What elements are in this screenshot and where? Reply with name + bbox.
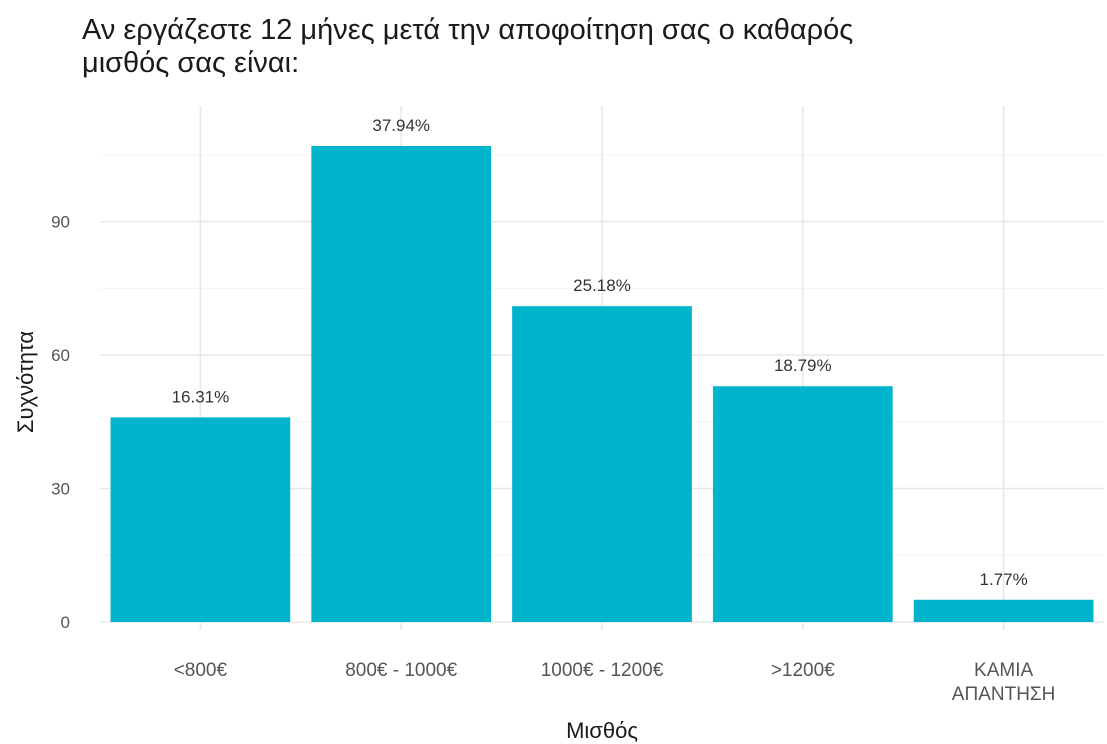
x-axis-label: Μισθός [566,718,638,743]
x-tick-label: ΚΑΜΙΑ ΑΠΑΝΤΗΣΗ [952,660,1056,705]
y-tick-label: 30 [51,480,70,499]
y-tick-label: 0 [61,613,70,632]
bar-data-label: 37.94% [372,116,430,135]
x-tick-label: 1000€ - 1200€ [541,660,664,681]
y-tick-label: 90 [51,213,70,232]
bar [712,386,893,622]
bar-labels: 16.31% 37.94% 25.18% 18.79% 1.77% [172,116,1028,589]
bar-data-label: 18.79% [774,356,832,375]
bar [311,146,492,622]
y-tick-label: 60 [51,346,70,365]
bar [913,599,1094,622]
bar-data-label: 16.31% [172,387,230,406]
bar [110,417,291,622]
bar [512,306,692,622]
x-tick-label: >1200€ [771,660,835,681]
y-axis-label: Συχνότητα [13,331,38,433]
bar-data-label: 25.18% [573,276,631,295]
y-axis-ticks: 0 30 60 90 [51,213,70,632]
bars [110,146,1094,622]
x-tick-label: 800€ - 1000€ [345,660,457,681]
chart-title: Αν εργάζεστε 12 μήνες μετά την αποφοίτησ… [82,14,854,79]
bar-data-label: 1.77% [979,570,1027,589]
x-tick-label: <800€ [174,660,228,681]
x-axis-ticks: <800€ 800€ - 1000€ 1000€ - 1200€ >1200€ ΚΑΜΙ… [174,660,1056,705]
